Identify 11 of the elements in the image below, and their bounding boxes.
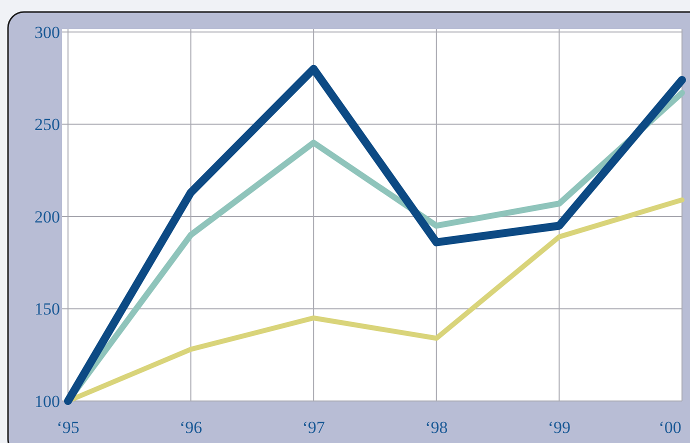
x-tick-label: ‘00 bbox=[658, 418, 682, 437]
y-tick-label: 200 bbox=[34, 207, 60, 226]
x-tick-label: ‘97 bbox=[302, 418, 326, 437]
x-tick-label: ‘95 bbox=[56, 418, 80, 437]
y-tick-label: 100 bbox=[34, 392, 60, 411]
x-tick-label: ‘98 bbox=[425, 418, 448, 437]
x-tick-label: ‘99 bbox=[548, 418, 571, 437]
y-tick-label: 250 bbox=[34, 115, 60, 134]
x-tick-label: ‘96 bbox=[179, 418, 202, 437]
y-tick-label: 300 bbox=[34, 22, 60, 42]
y-tick-label: 150 bbox=[34, 300, 60, 319]
